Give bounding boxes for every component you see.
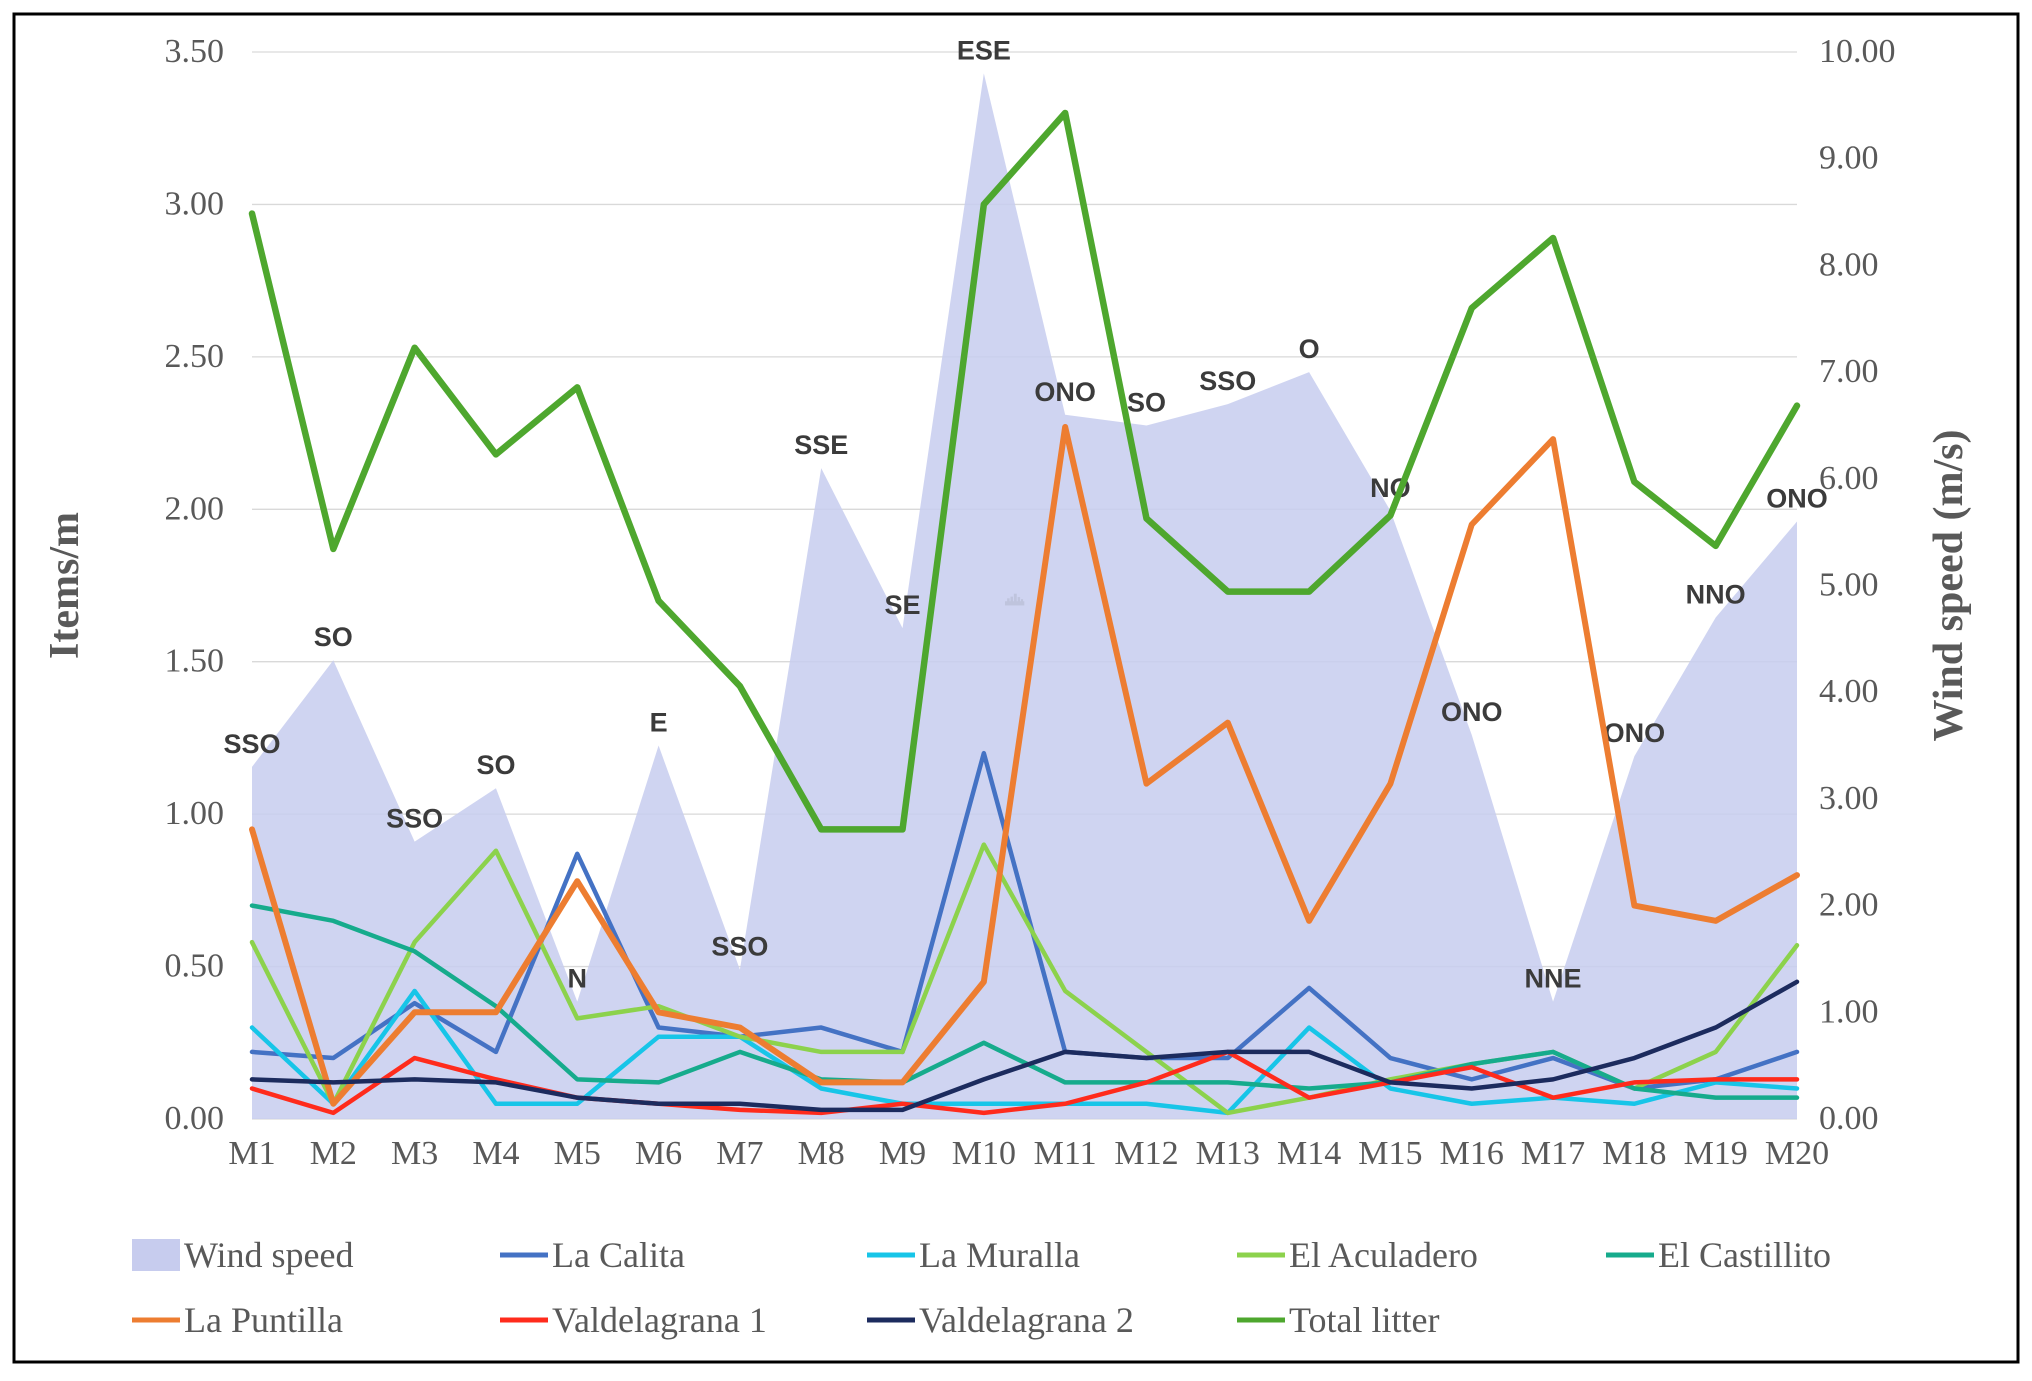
- svg-text:ONO: ONO: [1441, 697, 1503, 727]
- svg-text:Valdelagrana 1: Valdelagrana 1: [552, 1300, 767, 1340]
- svg-text:NNE: NNE: [1525, 964, 1582, 994]
- svg-text:O: O: [1299, 334, 1320, 364]
- svg-text:M19: M19: [1684, 1135, 1748, 1172]
- svg-text:Wind speed: Wind speed: [184, 1235, 354, 1275]
- svg-text:La Puntilla: La Puntilla: [184, 1300, 343, 1340]
- svg-text:2.00: 2.00: [1819, 887, 1879, 924]
- svg-text:1.00: 1.00: [1819, 993, 1879, 1030]
- svg-text:0.00: 0.00: [165, 1100, 225, 1137]
- svg-text:Wind speed (m/s): Wind speed (m/s): [1926, 430, 1972, 742]
- svg-text:N: N: [568, 964, 588, 994]
- svg-text:Total litter: Total litter: [1289, 1300, 1439, 1340]
- svg-text:M15: M15: [1358, 1135, 1422, 1172]
- svg-text:Items/m: Items/m: [42, 512, 88, 659]
- svg-text:ONO: ONO: [1604, 718, 1666, 748]
- svg-text:10.00: 10.00: [1819, 33, 1896, 70]
- svg-text:SSE: SSE: [794, 430, 848, 460]
- svg-text:7.00: 7.00: [1819, 353, 1879, 390]
- svg-text:M1: M1: [228, 1135, 275, 1172]
- svg-text:NNO: NNO: [1686, 580, 1746, 610]
- svg-text:M12: M12: [1114, 1135, 1178, 1172]
- svg-text:M11: M11: [1034, 1135, 1097, 1172]
- svg-text:M10: M10: [952, 1135, 1016, 1172]
- svg-text:M4: M4: [472, 1135, 519, 1172]
- svg-text:M3: M3: [391, 1135, 438, 1172]
- svg-text:8.00: 8.00: [1819, 246, 1879, 283]
- svg-text:M8: M8: [798, 1135, 845, 1172]
- svg-text:ONO: ONO: [1034, 377, 1096, 407]
- svg-text:4.00: 4.00: [1819, 673, 1879, 710]
- svg-text:SSO: SSO: [223, 729, 280, 759]
- svg-text:M9: M9: [879, 1135, 926, 1172]
- svg-text:SSO: SSO: [386, 804, 443, 834]
- svg-text:Valdelagrana 2: Valdelagrana 2: [919, 1300, 1134, 1340]
- svg-text:SSO: SSO: [711, 932, 768, 962]
- svg-text:9.00: 9.00: [1819, 140, 1879, 177]
- svg-text:E: E: [650, 708, 668, 738]
- svg-text:3.50: 3.50: [165, 33, 225, 70]
- svg-text:M13: M13: [1196, 1135, 1260, 1172]
- svg-text:M5: M5: [554, 1135, 601, 1172]
- svg-text:2.50: 2.50: [165, 338, 225, 375]
- svg-text:M6: M6: [635, 1135, 682, 1172]
- svg-text:El Castillito: El Castillito: [1658, 1235, 1831, 1275]
- svg-text:SE: SE: [885, 590, 921, 620]
- svg-text:SSO: SSO: [1199, 366, 1256, 396]
- svg-text:5.00: 5.00: [1819, 567, 1879, 604]
- svg-text:SO: SO: [1127, 387, 1166, 417]
- svg-text:M16: M16: [1440, 1135, 1504, 1172]
- svg-text:M7: M7: [716, 1135, 763, 1172]
- svg-text:ESE: ESE: [957, 35, 1011, 65]
- svg-text:M20: M20: [1765, 1135, 1829, 1172]
- svg-text:3.00: 3.00: [165, 185, 225, 222]
- svg-text:2.00: 2.00: [165, 490, 225, 527]
- svg-text:El Aculadero: El Aculadero: [1289, 1235, 1478, 1275]
- svg-text:M14: M14: [1277, 1135, 1341, 1172]
- svg-text:6.00: 6.00: [1819, 460, 1879, 497]
- svg-text:3.00: 3.00: [1819, 780, 1879, 817]
- svg-text:1.50: 1.50: [165, 643, 225, 680]
- svg-text:M2: M2: [310, 1135, 357, 1172]
- svg-text:M17: M17: [1521, 1135, 1585, 1172]
- svg-text:SO: SO: [476, 750, 515, 780]
- svg-text:0.50: 0.50: [165, 948, 225, 985]
- svg-text:SO: SO: [314, 622, 353, 652]
- svg-text:La Calita: La Calita: [552, 1235, 685, 1275]
- svg-text:M18: M18: [1602, 1135, 1666, 1172]
- svg-text:1.00: 1.00: [165, 795, 225, 832]
- svg-text:La Muralla: La Muralla: [919, 1235, 1080, 1275]
- svg-text:0.00: 0.00: [1819, 1100, 1879, 1137]
